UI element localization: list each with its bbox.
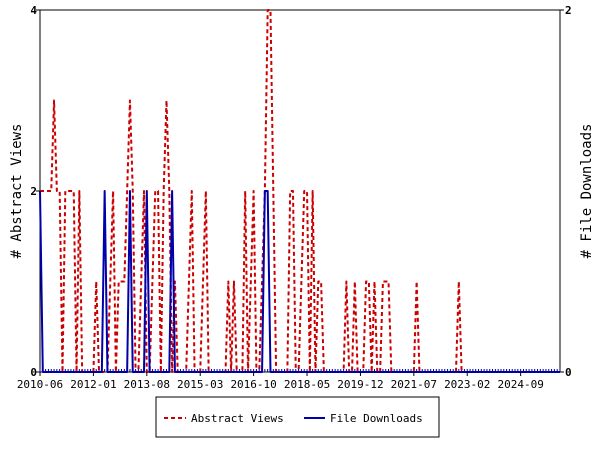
- y-right-tick-label: 0: [565, 366, 572, 379]
- y-left-tick-label: 2: [30, 185, 37, 198]
- series-layer: [39, 9, 560, 373]
- x-tick-label: 2018-05: [284, 378, 330, 391]
- legend-label-abstract-views: Abstract Views: [191, 412, 284, 425]
- x-tick-label: 2012-01: [70, 378, 116, 391]
- series-line-file-downloads: [39, 190, 560, 373]
- x-tick-label: 2016-10: [230, 378, 276, 391]
- left-axis-title: # Abstract Views: [9, 124, 25, 259]
- legend: Abstract Views File Downloads: [155, 396, 440, 438]
- y-left-tick-label: 0: [30, 366, 37, 379]
- right-axis-title: # File Downloads: [579, 124, 595, 259]
- x-tick-label: 2019-12: [337, 378, 383, 391]
- y-left-tick-label: 4: [30, 4, 37, 17]
- x-tick-label: 2021-07: [391, 378, 437, 391]
- x-tick-label: 2023-02: [444, 378, 490, 391]
- y-right-tick-label: 2: [565, 4, 572, 17]
- x-tick-label: 2015-03: [177, 378, 223, 391]
- x-tick-label: 2013-08: [124, 378, 170, 391]
- legend-label-file-downloads: File Downloads: [330, 412, 423, 425]
- x-tick-label: 2024-09: [497, 378, 543, 391]
- x-tick-label: 2010-06: [17, 378, 63, 391]
- axis-labels: 2010-06 2012-01 2013-08 2015-03 2016-10 2018-…: [17, 4, 572, 391]
- legend-box: [155, 396, 440, 438]
